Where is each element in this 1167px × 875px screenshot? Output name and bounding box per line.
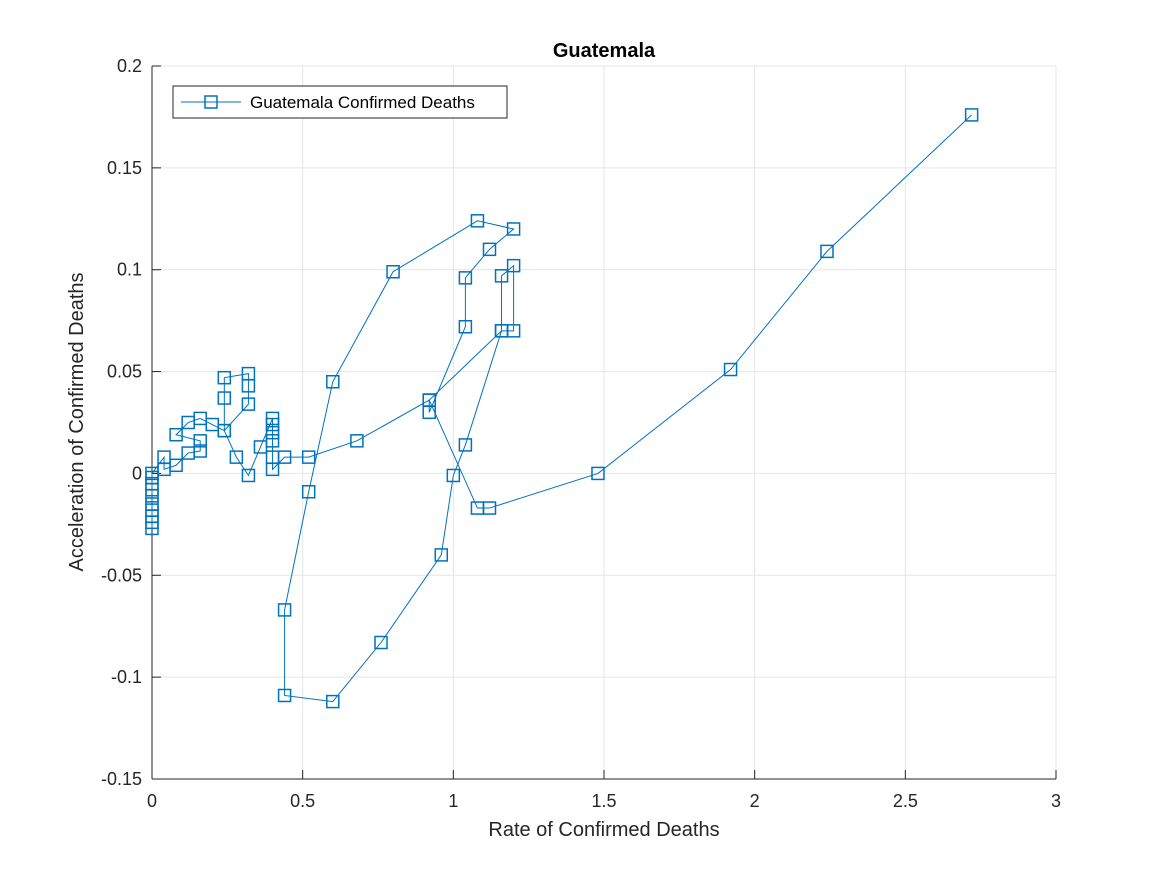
data-point — [494, 324, 509, 338]
x-tick-label: 1.5 — [591, 791, 616, 811]
legend-label: Guatemala Confirmed Deaths — [250, 93, 475, 112]
data-point — [506, 222, 521, 236]
x-tick-label: 2 — [750, 791, 760, 811]
chart-title: Guatemala — [553, 40, 656, 62]
data-point — [217, 370, 232, 385]
y-tick-label: 0.15 — [107, 158, 142, 178]
data-point — [591, 466, 605, 481]
data-point — [723, 362, 738, 377]
x-tick-label: 2.5 — [893, 791, 918, 811]
x-axis-title: Rate of Confirmed Deaths — [488, 819, 719, 841]
data-point — [458, 271, 473, 285]
y-tick-label: -0.15 — [101, 769, 142, 789]
data-point — [494, 269, 509, 283]
data-point — [169, 458, 183, 473]
data-point — [229, 450, 244, 464]
x-tick-label: 0.5 — [290, 791, 315, 811]
data-point — [470, 214, 485, 228]
data-point — [169, 427, 183, 442]
data-point — [301, 485, 316, 499]
y-tick-label: -0.05 — [101, 565, 142, 585]
data-point — [301, 450, 316, 464]
legend: Guatemala Confirmed Deaths — [172, 85, 508, 119]
data-point — [217, 423, 232, 438]
ticks: 0 0.5 1 1.5 2 2.5 3 -0.15 -0.1 -0.05 0 0.05 0.1 0.15 0… — [101, 56, 1061, 811]
data-point — [350, 434, 364, 448]
data-point — [193, 434, 207, 448]
data-point — [241, 397, 256, 411]
data-point — [277, 688, 292, 703]
data-point — [265, 425, 280, 440]
data-point — [241, 379, 256, 393]
data-point — [482, 501, 497, 515]
legend-marker — [204, 95, 218, 109]
data-point — [265, 434, 280, 448]
data-point — [482, 242, 497, 257]
data-point — [217, 391, 232, 405]
data-point — [820, 244, 834, 259]
data-point — [386, 265, 400, 279]
y-tick-label: 0 — [132, 463, 142, 483]
data-point — [326, 694, 340, 709]
data-point — [964, 108, 979, 122]
x-tick-label: 3 — [1051, 791, 1061, 811]
data-point — [265, 417, 280, 432]
x-tick-label: 0 — [147, 791, 157, 811]
x-tick-label: 1 — [448, 791, 458, 811]
data-point — [326, 375, 340, 389]
data-point — [506, 258, 521, 273]
data-point — [374, 635, 388, 650]
data-point — [265, 462, 280, 477]
data-point — [458, 438, 473, 452]
y-tick-label: -0.1 — [111, 667, 142, 687]
data-point — [458, 320, 473, 334]
series-group — [145, 108, 979, 709]
data-point — [193, 444, 207, 458]
data-point — [434, 548, 449, 562]
y-tick-label: 0.05 — [107, 362, 142, 382]
data-point — [277, 603, 292, 617]
y-tick-label: 0.1 — [117, 260, 142, 280]
data-point — [446, 468, 461, 483]
data-point — [145, 497, 159, 511]
y-tick-label: 0.2 — [117, 56, 142, 76]
data-point — [277, 450, 292, 464]
data-point — [241, 468, 256, 483]
data-point — [422, 393, 436, 407]
y-axis-title: Acceleration of Confirmed Deaths — [66, 272, 88, 571]
